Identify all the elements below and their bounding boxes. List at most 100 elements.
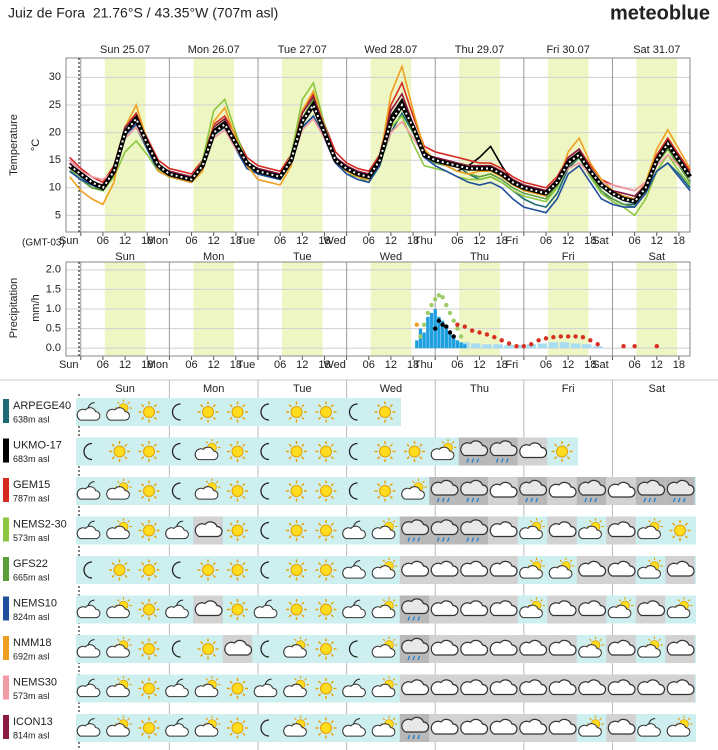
- sun-ray: [301, 601, 305, 605]
- weather-icon: [260, 719, 270, 737]
- sun-disc: [379, 406, 391, 418]
- sun-ray: [111, 456, 115, 460]
- model-elevation: 638m asl: [13, 414, 50, 424]
- sun-ray: [141, 483, 145, 487]
- sun-ray: [153, 732, 157, 736]
- cloud: [371, 644, 396, 658]
- sun-ray: [301, 483, 305, 487]
- cloud: [430, 600, 459, 617]
- cloud: [253, 604, 278, 619]
- weather-icon: [460, 639, 489, 656]
- cloud: [548, 521, 577, 538]
- y-tick-label: 0.0: [46, 342, 61, 354]
- sun-ray: [318, 641, 322, 645]
- sun-ray: [229, 720, 233, 724]
- x-tick-label: 18: [673, 359, 685, 371]
- moon: [171, 482, 181, 500]
- precip-bar: [482, 344, 492, 349]
- weather-icon: [315, 401, 337, 423]
- precip-dot: [514, 344, 519, 349]
- sun-ray: [382, 599, 386, 602]
- sun-ray: [684, 535, 688, 539]
- x-tick-label: 06: [540, 359, 552, 371]
- cloud: [666, 723, 691, 737]
- sun-ray: [200, 653, 204, 657]
- sun-ray: [153, 574, 157, 578]
- x-tick-label: Wed: [323, 359, 345, 371]
- weather-icon: [109, 559, 130, 581]
- weather-icon: [637, 479, 666, 503]
- precip-bar: [444, 328, 448, 349]
- sun-ray: [377, 456, 381, 460]
- weather-icon: [489, 560, 518, 577]
- sun-disc: [231, 485, 244, 497]
- cloud: [607, 560, 636, 577]
- rain-drop: [441, 537, 445, 542]
- cloud: [460, 560, 489, 577]
- rain-drop: [436, 537, 440, 542]
- sun-ray: [117, 480, 120, 484]
- sun-ray: [301, 495, 305, 499]
- sun-disc: [556, 445, 568, 458]
- moon: [171, 561, 181, 579]
- cloud: [283, 723, 307, 737]
- x-tick-label: 12: [385, 235, 397, 247]
- sun-ray: [677, 717, 681, 721]
- sun-ray: [677, 599, 681, 602]
- cloud: [165, 525, 189, 540]
- x-tick-label: 06: [451, 235, 463, 247]
- x-tick-label: 12: [651, 235, 663, 247]
- sun-ray: [111, 574, 115, 578]
- sun-ray: [141, 416, 145, 420]
- weather-icon: [194, 600, 223, 617]
- sun-disc: [320, 445, 332, 458]
- moon: [83, 561, 93, 579]
- moon: [260, 561, 270, 579]
- x-tick-label: Mon: [147, 359, 168, 371]
- sun-ray: [377, 416, 381, 420]
- precip-bar: [493, 344, 503, 349]
- weather-icon: [401, 637, 430, 661]
- sun-ray: [389, 404, 393, 408]
- weather-icon: [315, 480, 337, 502]
- sun-ray: [330, 522, 334, 526]
- precip-dot: [436, 293, 442, 298]
- sun-ray: [422, 480, 425, 484]
- precip-bar: [581, 344, 592, 349]
- x-tick-label: 12: [296, 235, 308, 247]
- sun-ray: [288, 601, 292, 605]
- weather-icon: [342, 678, 366, 698]
- sun-ray: [566, 456, 570, 460]
- precip-dot: [565, 334, 571, 339]
- y-tick-label: 5: [55, 209, 61, 221]
- sun-ray: [127, 717, 130, 721]
- sun-ray: [153, 614, 157, 618]
- weather-icon: [76, 481, 101, 500]
- sun-ray: [304, 678, 307, 681]
- weather-icon: [171, 442, 181, 461]
- sun-ray: [301, 404, 305, 408]
- sun-ray: [141, 404, 145, 408]
- cloud: [76, 525, 101, 540]
- weather-icon: [371, 597, 398, 619]
- weather-icon: [138, 480, 160, 502]
- weather-icon: [76, 520, 101, 540]
- rain-drop: [407, 537, 411, 542]
- cloud: [637, 479, 666, 496]
- precip-dot: [414, 322, 419, 327]
- sun-disc: [202, 406, 214, 418]
- sun-disc: [143, 643, 155, 655]
- x-tick-label: 12: [473, 359, 485, 371]
- rain-drop: [417, 537, 421, 542]
- sun-ray: [288, 456, 292, 460]
- y-axis-unit: °C: [30, 139, 42, 151]
- sun-ray: [687, 717, 691, 721]
- sun-ray: [392, 638, 396, 642]
- weather-icon: [669, 520, 691, 541]
- y-tick-label: 1.5: [46, 283, 61, 295]
- sun-ray: [658, 520, 661, 523]
- cloud: [371, 565, 396, 579]
- icon-part: [194, 446, 219, 461]
- model-elevation: 683m asl: [13, 454, 50, 464]
- sun-ray: [229, 732, 233, 736]
